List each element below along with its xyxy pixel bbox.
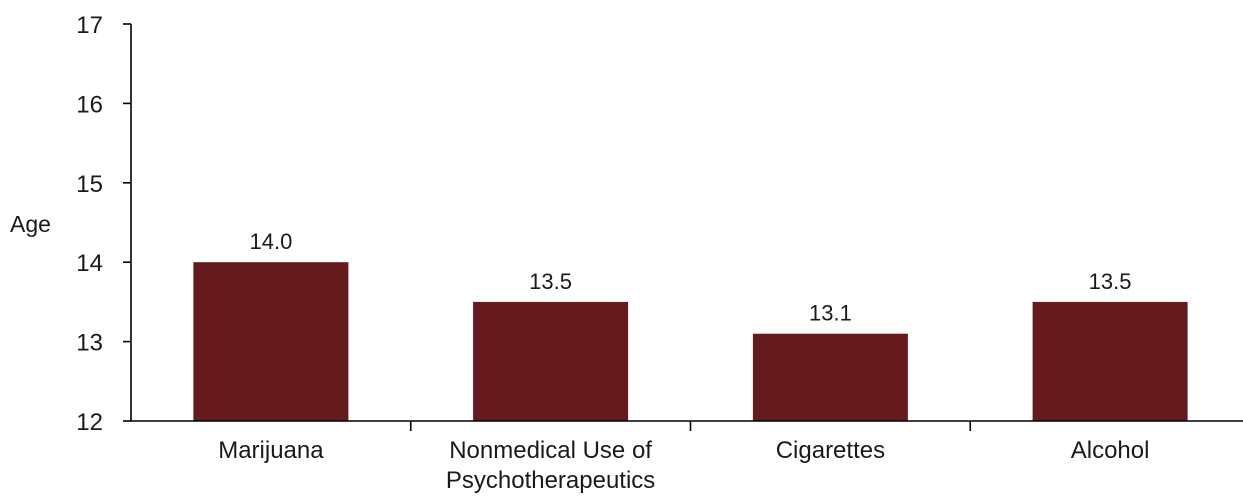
- y-tick-label-5: 17: [76, 12, 103, 39]
- labels-group: 14.0 13.5 13.1 13.5 12 13 14 15 16 17 Marijuana Non…: [76, 12, 1149, 494]
- bars-group: [193, 262, 1188, 421]
- y-tick-label-4: 16: [76, 91, 103, 118]
- data-label-2: 13.1: [809, 301, 852, 326]
- data-label-1: 13.5: [529, 269, 572, 294]
- category-label-3-0: Alcohol: [1071, 437, 1150, 464]
- category-label-2-0: Cigarettes: [776, 437, 885, 464]
- axes-group: [123, 23, 1243, 431]
- y-tick-label-1: 13: [76, 330, 103, 357]
- bar-1: [473, 301, 629, 421]
- y-tick-label-0: 12: [76, 409, 103, 436]
- bar-3: [1032, 301, 1188, 421]
- y-tick-label-3: 15: [76, 171, 103, 198]
- category-label-1-0: Nonmedical Use of: [449, 437, 652, 464]
- category-label-1-1: Psychotherapeutics: [446, 467, 655, 494]
- data-label-3: 13.5: [1089, 269, 1132, 294]
- data-label-0: 14.0: [249, 229, 292, 254]
- y-axis-title: Age: [10, 211, 51, 237]
- bar-2: [752, 333, 908, 421]
- category-label-0-0: Marijuana: [218, 437, 324, 464]
- bar-0: [193, 262, 349, 421]
- y-tick-label-2: 14: [76, 250, 103, 277]
